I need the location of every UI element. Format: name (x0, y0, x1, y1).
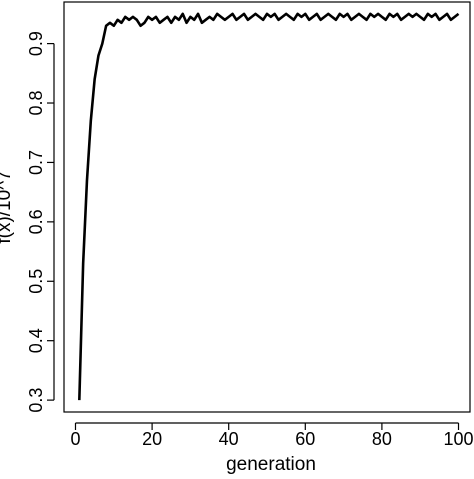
y-axis: 0.3 0.4 0.5 0.6 0.7 0.8 0.9 (26, 31, 55, 413)
x-tick-label: 0 (70, 429, 80, 449)
x-tick-label: 60 (295, 429, 315, 449)
x-tick-label: 20 (142, 429, 162, 449)
x-tick-label: 80 (372, 429, 392, 449)
y-tick-label: 0.5 (26, 269, 46, 294)
x-tick-label: 40 (219, 429, 239, 449)
x-tick-label: 100 (443, 429, 473, 449)
x-axis: 0 20 40 60 80 100 (70, 422, 474, 449)
y-tick-label: 0.4 (26, 328, 46, 353)
y-tick-label: 0.6 (26, 209, 46, 234)
y-axis-title: f(x)/10^7 (0, 170, 15, 243)
y-tick-label: 0.3 (26, 388, 46, 413)
plot-frame (63, 1, 471, 413)
series-line (78, 12, 460, 401)
x-axis-title: generation (226, 454, 316, 474)
y-tick-label: 0.8 (26, 90, 46, 115)
y-tick-label: 0.9 (26, 31, 46, 56)
y-tick-label: 0.7 (26, 150, 46, 175)
